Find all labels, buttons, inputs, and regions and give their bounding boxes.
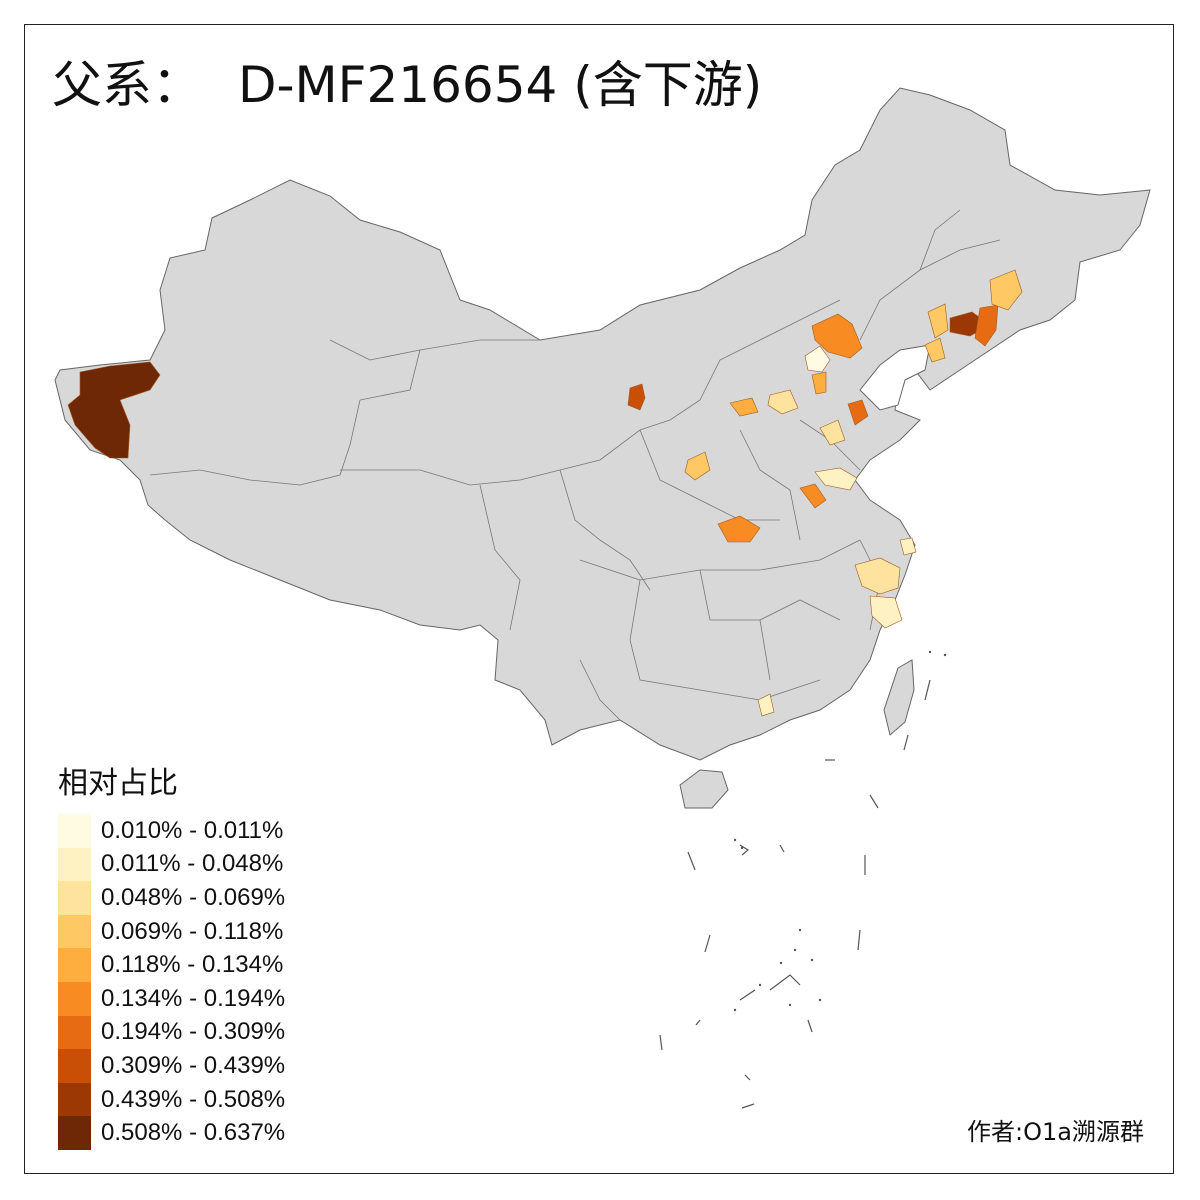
legend-label: 0.069% - 0.118% <box>101 917 284 945</box>
province-borders <box>149 209 1001 721</box>
region-taiyuan <box>767 389 799 415</box>
legend-label: 0.010% - 0.011% <box>101 816 284 844</box>
legend: 相对占比 0.010% - 0.011% 0.011% - 0.048% 0.048… <box>58 758 285 1150</box>
legend-swatch <box>58 1116 91 1150</box>
legend-swatch <box>58 814 91 848</box>
legend-item: 0.069% - 0.118% <box>58 914 285 949</box>
region-jilin <box>989 269 1023 311</box>
title-prefix: 父系： <box>52 56 202 114</box>
highlighted-regions <box>67 269 1023 717</box>
legend-label: 0.508% - 0.637% <box>101 1119 286 1147</box>
china-mainland <box>54 87 1151 761</box>
legend-swatch <box>58 981 91 1016</box>
south-sea-islands <box>659 679 931 1109</box>
legend-title: 相对占比 <box>58 766 178 801</box>
legend-swatch <box>58 881 91 915</box>
region-liaoning-east <box>974 304 999 347</box>
region-xinjiang-west <box>67 361 161 459</box>
legend-item: 0.439% - 0.508% <box>58 1082 286 1117</box>
legend-item: 0.194% - 0.309% <box>58 1015 286 1050</box>
region-zhejiang <box>869 595 903 629</box>
region-guangdong <box>757 693 775 717</box>
island-dots <box>733 650 947 1012</box>
taiwan-island <box>883 659 915 736</box>
region-luoyang <box>799 483 827 509</box>
legend-label: 0.439% - 0.508% <box>101 1085 286 1113</box>
region-shaanxi-north <box>729 397 759 417</box>
legend-swatch <box>58 948 91 982</box>
region-xian <box>684 451 711 481</box>
title-haplogroup: D-MF216654 (含下游) <box>238 56 763 114</box>
region-hohhot <box>811 313 863 359</box>
legend-swatch <box>58 1015 91 1050</box>
legend-swatch <box>58 914 91 949</box>
region-shijiazhuang <box>847 399 869 426</box>
region-liaoxi <box>927 303 949 339</box>
legend-label: 0.048% - 0.069% <box>101 883 286 911</box>
region-zhangjiakou <box>804 345 831 373</box>
map-title: 父系： D-MF216654 (含下游) <box>52 60 762 110</box>
legend-item: 0.048% - 0.069% <box>58 881 285 915</box>
legend-item: 0.010% - 0.011% <box>58 814 285 848</box>
legend-label: 0.011% - 0.048% <box>101 850 284 878</box>
region-liaoxi-south <box>924 337 946 363</box>
author-credit: 作者:O1a溯源群 <box>967 1118 1144 1146</box>
region-hebei-south <box>819 419 846 446</box>
legend-item: 0.011% - 0.048% <box>58 847 285 882</box>
legend-swatch <box>58 847 91 882</box>
hainan-island <box>679 769 729 809</box>
legend-swatch <box>58 1049 91 1083</box>
legend-swatch <box>58 1082 91 1117</box>
legend-label: 0.118% - 0.134% <box>101 951 284 979</box>
legend-item: 0.309% - 0.439% <box>58 1049 285 1083</box>
legend-label: 0.309% - 0.439% <box>101 1051 286 1079</box>
region-ningxia <box>627 383 646 411</box>
region-datong <box>811 371 827 395</box>
legend-item: 0.118% - 0.134% <box>58 948 285 982</box>
region-henan-north <box>814 467 858 491</box>
legend-item: 0.134% - 0.194% <box>58 981 286 1016</box>
legend-rows: 0.010% - 0.011% 0.011% - 0.048% 0.048% - 0… <box>58 814 285 1150</box>
region-hubei <box>717 515 761 543</box>
legend-label: 0.194% - 0.309% <box>101 1018 286 1046</box>
legend-label: 0.134% - 0.194% <box>101 984 286 1012</box>
region-shanghai <box>899 537 917 556</box>
legend-item: 0.508% - 0.637% <box>58 1116 285 1150</box>
region-jiangsu-south <box>854 557 901 595</box>
